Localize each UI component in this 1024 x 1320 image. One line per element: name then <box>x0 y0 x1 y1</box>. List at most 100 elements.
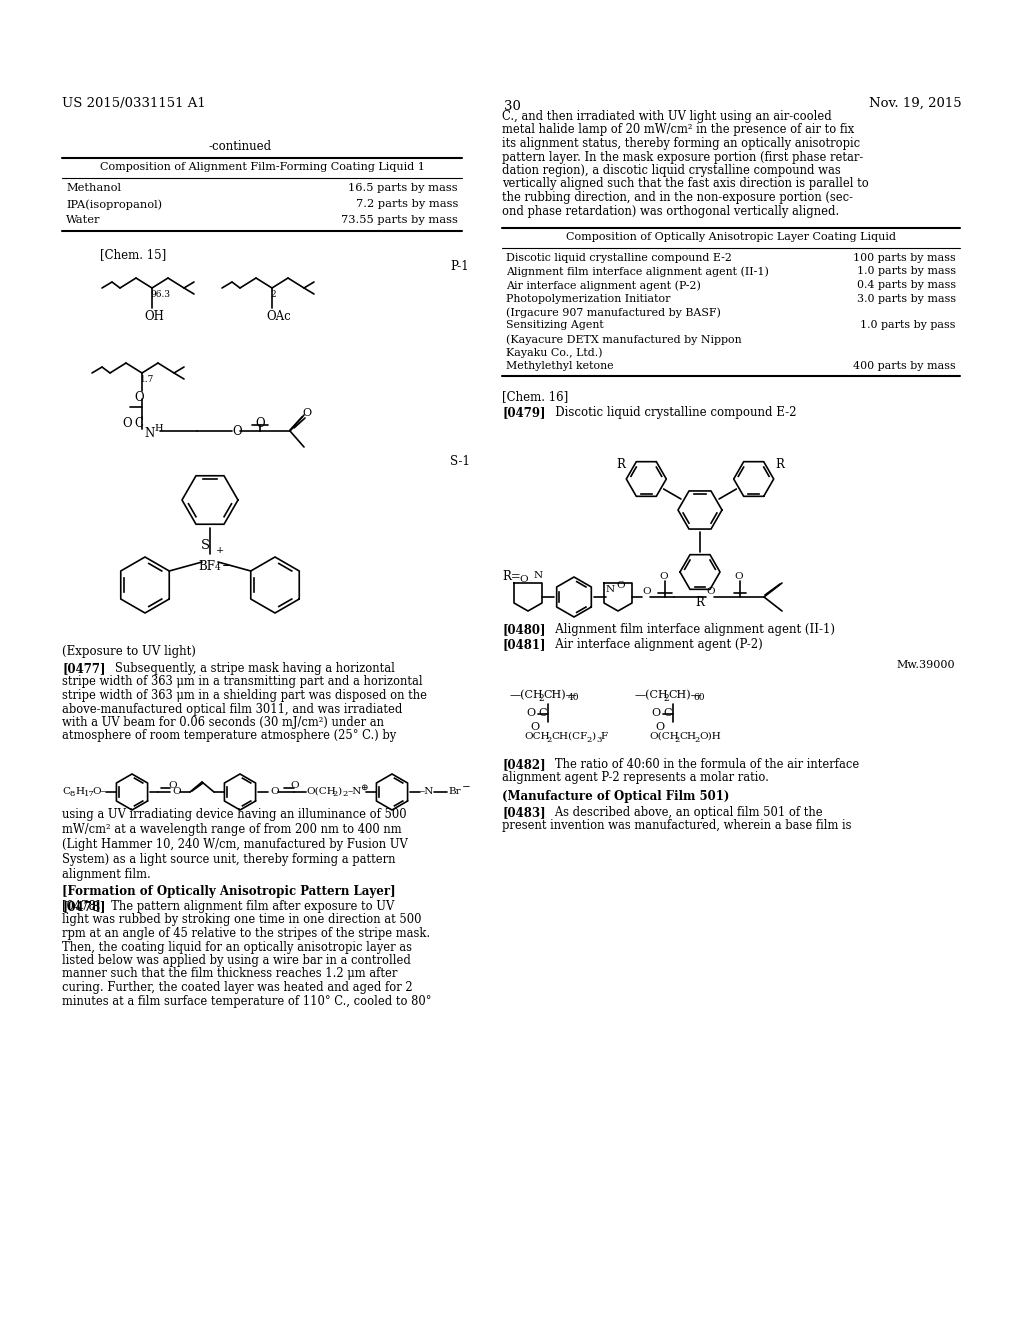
Text: 30: 30 <box>504 100 520 114</box>
Text: (Irgacure 907 manufactured by BASF): (Irgacure 907 manufactured by BASF) <box>506 308 721 318</box>
Text: 1.0 parts by pass: 1.0 parts by pass <box>860 321 956 330</box>
Text: +: + <box>216 546 224 554</box>
Text: ): ) <box>337 787 341 796</box>
Text: 96.3: 96.3 <box>150 290 170 300</box>
Text: O: O <box>651 708 660 718</box>
Text: [Chem. 15]: [Chem. 15] <box>100 248 166 261</box>
Text: 3: 3 <box>596 737 601 744</box>
Text: O: O <box>734 572 743 581</box>
Text: [0481]: [0481] <box>502 638 546 651</box>
Text: As described above, an optical film 501 of the: As described above, an optical film 501 … <box>544 807 822 818</box>
Text: manner such that the film thickness reaches 1.2 μm after: manner such that the film thickness reac… <box>62 968 397 981</box>
Text: CH)—: CH)— <box>668 690 701 701</box>
Text: [Chem. 16]: [Chem. 16] <box>502 389 568 403</box>
Text: CH: CH <box>679 733 696 741</box>
Text: O)H: O)H <box>699 733 721 741</box>
Text: N: N <box>534 570 543 579</box>
Text: Kayaku Co., Ltd.): Kayaku Co., Ltd.) <box>506 347 602 358</box>
Text: −: − <box>462 783 471 792</box>
Text: IPA(isopropanol): IPA(isopropanol) <box>66 199 162 210</box>
Text: O: O <box>122 417 132 430</box>
Text: H: H <box>75 787 84 796</box>
Text: present invention was manufactured, wherein a base film is: present invention was manufactured, wher… <box>502 820 852 833</box>
Text: 3.0 parts by mass: 3.0 parts by mass <box>857 293 956 304</box>
Text: O: O <box>172 787 180 796</box>
Text: 60: 60 <box>693 693 705 702</box>
Text: S: S <box>201 539 210 552</box>
Text: 16.5 parts by mass: 16.5 parts by mass <box>348 183 458 193</box>
Text: N: N <box>144 426 155 440</box>
Text: R: R <box>615 458 625 470</box>
Text: R: R <box>695 595 705 609</box>
Text: CH)—: CH)— <box>543 690 577 701</box>
Text: 2: 2 <box>663 694 669 704</box>
Text: ⊕: ⊕ <box>360 783 368 792</box>
Text: Then, the coating liquid for an optically anisotropic layer as: Then, the coating liquid for an opticall… <box>62 940 412 953</box>
Text: O: O <box>642 586 650 595</box>
Text: P-1: P-1 <box>450 260 469 273</box>
Text: O: O <box>520 574 528 583</box>
Text: O: O <box>232 425 242 438</box>
Text: using a UV irradiating device having an illuminance of 500
mW/cm² at a wavelengt: using a UV irradiating device having an … <box>62 808 408 880</box>
Text: O: O <box>290 781 299 789</box>
Text: the rubbing direction, and in the non-exposure portion (sec-: the rubbing direction, and in the non-ex… <box>502 191 853 205</box>
Text: 2: 2 <box>674 737 679 744</box>
Text: 2: 2 <box>538 694 544 704</box>
Text: 2: 2 <box>270 290 275 300</box>
Text: (Manufacture of Optical Film 501): (Manufacture of Optical Film 501) <box>502 789 729 803</box>
Text: 73.55 parts by mass: 73.55 parts by mass <box>341 215 458 224</box>
Text: O: O <box>530 722 539 733</box>
Text: 400 parts by mass: 400 parts by mass <box>853 360 956 371</box>
Text: —(CH: —(CH <box>510 690 544 701</box>
Text: atmosphere of room temperature atmosphere (25° C.) by: atmosphere of room temperature atmospher… <box>62 730 396 742</box>
Text: 8: 8 <box>70 789 76 799</box>
Text: ): ) <box>591 733 595 741</box>
Text: (Kayacure DETX manufactured by Nippon: (Kayacure DETX manufactured by Nippon <box>506 334 741 345</box>
Text: C: C <box>663 708 672 718</box>
Text: Discotic liquid crystalline compound E-2: Discotic liquid crystalline compound E-2 <box>544 407 797 418</box>
Text: BF: BF <box>198 560 215 573</box>
Text: O: O <box>270 787 279 796</box>
Text: Composition of Alignment Film-Forming Coating Liquid 1: Composition of Alignment Film-Forming Co… <box>99 162 424 172</box>
Text: [0480]: [0480] <box>502 623 546 636</box>
Text: stripe width of 363 μm in a transmitting part and a horizontal: stripe width of 363 μm in a transmitting… <box>62 676 423 689</box>
Text: CH(CF: CH(CF <box>551 733 587 741</box>
Text: C: C <box>62 787 70 796</box>
Text: 2: 2 <box>586 737 591 744</box>
Text: Br: Br <box>449 787 461 796</box>
Text: H: H <box>154 424 163 433</box>
Text: F: F <box>600 733 607 741</box>
Text: [0478]   The pattern alignment film after exposure to UV: [0478] The pattern alignment film after … <box>62 900 394 913</box>
Text: minutes at a film surface temperature of 110° C., cooled to 80°: minutes at a film surface temperature of… <box>62 994 431 1007</box>
Text: C: C <box>134 417 143 430</box>
Text: 4: 4 <box>215 564 221 572</box>
Text: 40: 40 <box>568 693 580 702</box>
Text: ond phase retardation) was orthogonal vertically aligned.: ond phase retardation) was orthogonal ve… <box>502 205 840 218</box>
Text: Subsequently, a stripe mask having a horizontal: Subsequently, a stripe mask having a hor… <box>104 663 395 675</box>
Text: C: C <box>538 708 547 718</box>
Text: Alignment film interface alignment agent (II-1): Alignment film interface alignment agent… <box>506 267 769 277</box>
Text: Water: Water <box>66 215 100 224</box>
Text: rpm at an angle of 45 relative to the stripes of the stripe mask.: rpm at an angle of 45 relative to the st… <box>62 927 430 940</box>
Text: Composition of Optically Anisotropic Layer Coating Liquid: Composition of Optically Anisotropic Lay… <box>566 232 896 242</box>
Text: above-manufactured optical film 3011, and was irradiated: above-manufactured optical film 3011, an… <box>62 702 402 715</box>
Text: US 2015/0331151 A1: US 2015/0331151 A1 <box>62 96 206 110</box>
Text: C., and then irradiated with UV light using an air-cooled: C., and then irradiated with UV light us… <box>502 110 831 123</box>
Text: O(CH: O(CH <box>306 787 336 796</box>
Text: [0479]: [0479] <box>502 407 546 418</box>
Text: The ratio of 40:60 in the formula of the air interface: The ratio of 40:60 in the formula of the… <box>544 758 859 771</box>
Text: 2: 2 <box>342 789 347 799</box>
Text: Methylethyl ketone: Methylethyl ketone <box>506 360 613 371</box>
Text: Photopolymerization Initiator: Photopolymerization Initiator <box>506 293 671 304</box>
Text: O: O <box>255 417 265 430</box>
Text: Mw.39000: Mw.39000 <box>896 660 955 671</box>
Text: 2: 2 <box>694 737 699 744</box>
Text: O: O <box>302 408 311 418</box>
Text: curing. Further, the coated layer was heated and aged for 2: curing. Further, the coated layer was he… <box>62 981 413 994</box>
Text: O: O <box>134 391 143 404</box>
Text: S-1: S-1 <box>450 455 470 469</box>
Text: stripe width of 363 μm in a shielding part was disposed on the: stripe width of 363 μm in a shielding pa… <box>62 689 427 702</box>
Text: Air interface alignment agent (P-2): Air interface alignment agent (P-2) <box>544 638 763 651</box>
Text: O: O <box>526 708 536 718</box>
Text: with a UV beam for 0.06 seconds (30 mJ/cm²) under an: with a UV beam for 0.06 seconds (30 mJ/c… <box>62 715 384 729</box>
